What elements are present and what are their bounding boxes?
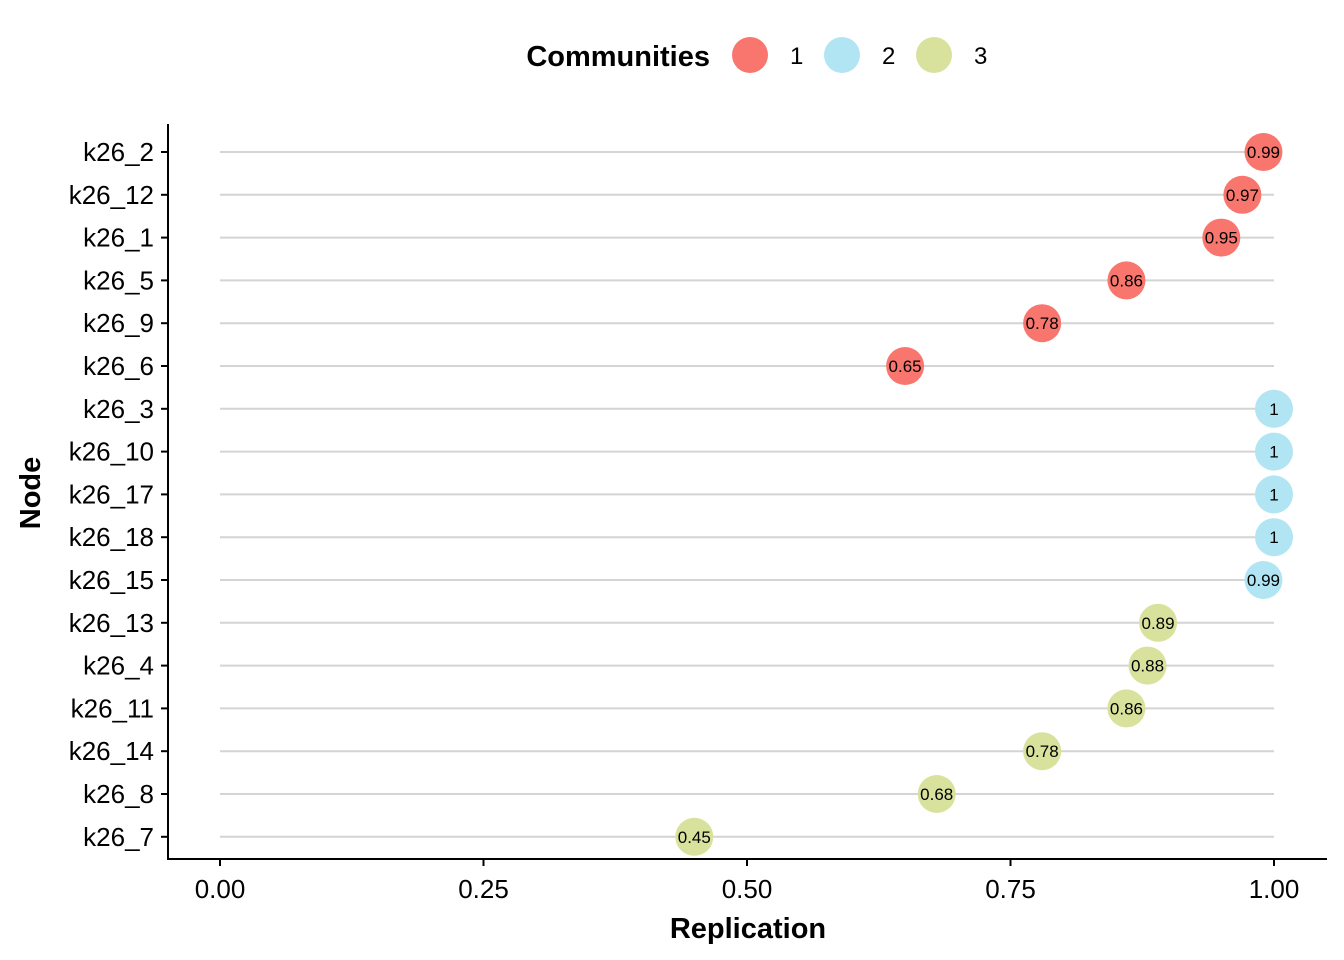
data-label-k26_5: 0.86 [1110,271,1143,290]
point-k26_10 [1255,432,1293,471]
y-tick-label-k26_3: k26_3 [83,394,154,424]
data-label-k26_12: 0.97 [1226,186,1259,205]
data-label-k26_1: 0.95 [1205,229,1238,248]
point-k26_9 [1023,304,1062,343]
y-tick-label-k26_17: k26_17 [69,479,154,509]
y-tick-label-k26_6: k26_6 [83,351,154,381]
x-tick-label-1: 0.25 [458,874,509,904]
point-k26_7 [675,817,714,856]
legend: Communities 1 2 3 [526,37,987,73]
point-k26_14 [1023,732,1062,771]
point-k26_11 [1107,689,1146,728]
point-k26_4 [1128,646,1167,685]
axes: k26_2 k26_12 k26_1 k26_5 k26_9 k26_6 k26_3 k26_… [69,124,1327,904]
data-label-k26_13: 0.89 [1142,614,1175,633]
y-tick-label-k26_14: k26_14 [69,736,154,766]
data-label-k26_6: 0.65 [889,357,922,376]
point-k26_6 [886,347,925,385]
data-label-k26_10: 1 [1269,443,1278,462]
y-tick-label-k26_15: k26_15 [69,565,154,595]
y-tick-label-k26_13: k26_13 [69,608,154,638]
x-tick-label-0: 0.00 [195,874,246,904]
y-tick-label-k26_4: k26_4 [83,651,154,681]
y-tick-label-k26_11: k26_11 [71,693,154,723]
gridlines [220,151,1274,838]
point-k26_18 [1255,518,1293,557]
point-k26_15 [1244,561,1283,599]
x-tick-label-2: 0.50 [722,874,773,904]
point-k26_1 [1202,218,1241,257]
legend-swatch-2 [824,37,860,73]
points: 0.99 0.97 0.95 0.86 0.78 0.65 1 1 1 1 0.99 0.89 0.88… [675,133,1293,856]
y-tick-label-k26_18: k26_18 [69,522,154,552]
point-k26_2 [1244,133,1283,171]
legend-title: Communities [526,41,710,73]
data-label-k26_8: 0.68 [920,785,953,804]
x-tick-label-4: 1.00 [1249,874,1300,904]
y-tick-label-k26_8: k26_8 [83,779,154,809]
y-axis-title: Node [15,457,47,530]
legend-label-3: 3 [974,43,987,70]
data-label-k26_11: 0.86 [1110,699,1143,718]
y-tick-label-k26_10: k26_10 [69,437,154,467]
legend-label-1: 1 [790,43,803,70]
data-label-k26_14: 0.78 [1026,742,1059,761]
data-label-k26_15: 0.99 [1247,571,1280,590]
point-k26_5 [1107,261,1146,300]
point-k26_8 [917,775,956,813]
legend-swatch-3 [916,37,952,73]
data-label-k26_18: 1 [1269,528,1278,547]
point-k26_12 [1223,175,1262,214]
y-tick-label-k26_12: k26_12 [69,180,154,210]
y-tick-label-k26_2: k26_2 [83,137,154,167]
x-tick-label-3: 0.75 [985,874,1036,904]
y-tick-label-k26_9: k26_9 [83,308,154,338]
legend-swatch-1 [732,37,768,73]
data-label-k26_9: 0.78 [1026,314,1059,333]
x-axis-title: Replication [670,913,826,945]
point-k26_13 [1139,603,1178,642]
legend-label-2: 2 [882,43,895,70]
data-label-k26_3: 1 [1269,400,1278,419]
y-tick-label-k26_7: k26_7 [83,822,154,852]
data-label-k26_17: 1 [1269,485,1278,504]
data-label-k26_7: 0.45 [678,828,711,847]
point-k26_17 [1255,475,1293,514]
data-label-k26_2: 0.99 [1247,143,1280,162]
data-label-k26_4: 0.88 [1131,657,1164,676]
point-k26_3 [1255,389,1293,428]
y-tick-label-k26_1: k26_1 [83,223,154,253]
y-tick-label-k26_5: k26_5 [83,265,154,295]
